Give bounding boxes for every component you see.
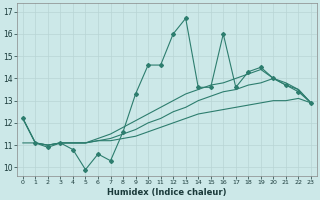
X-axis label: Humidex (Indice chaleur): Humidex (Indice chaleur) xyxy=(107,188,227,197)
